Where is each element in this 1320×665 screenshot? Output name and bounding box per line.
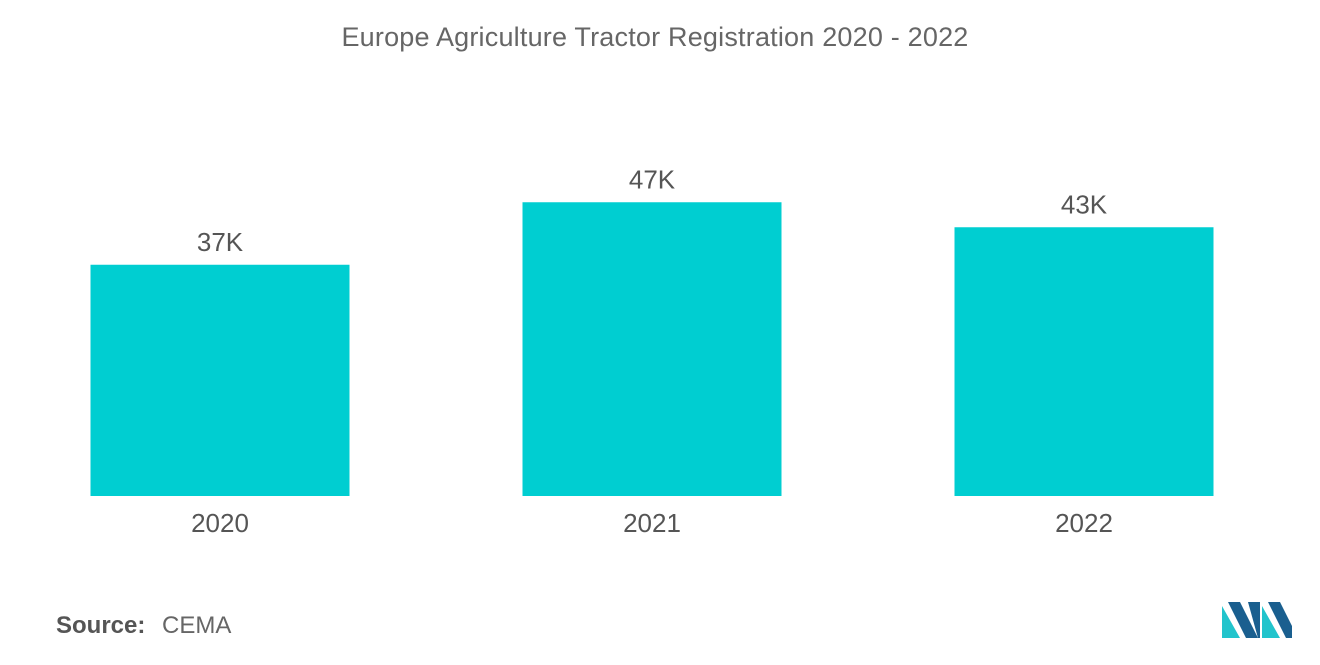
source-label: Source: — [56, 612, 146, 639]
bar-2020 — [90, 264, 350, 496]
bar-chart: 37K 2020 47K 2021 43K 2022 — [90, 164, 1214, 538]
x-tick-label-2022: 2022 — [1055, 508, 1113, 538]
mordor-logo-icon — [1222, 602, 1292, 638]
x-tick-label-2020: 2020 — [191, 508, 249, 538]
bar-2021 — [522, 202, 782, 496]
bar-2022 — [954, 227, 1214, 496]
data-label-2020: 37K — [197, 227, 244, 257]
source-note: Source: CEMA — [56, 612, 231, 640]
x-tick-label-2021: 2021 — [623, 508, 681, 538]
source-value: CEMA — [162, 612, 232, 639]
chart-title: Europe Agriculture Tractor Registration … — [341, 22, 969, 52]
data-label-2022: 43K — [1061, 189, 1108, 219]
data-label-2021: 47K — [629, 164, 676, 194]
